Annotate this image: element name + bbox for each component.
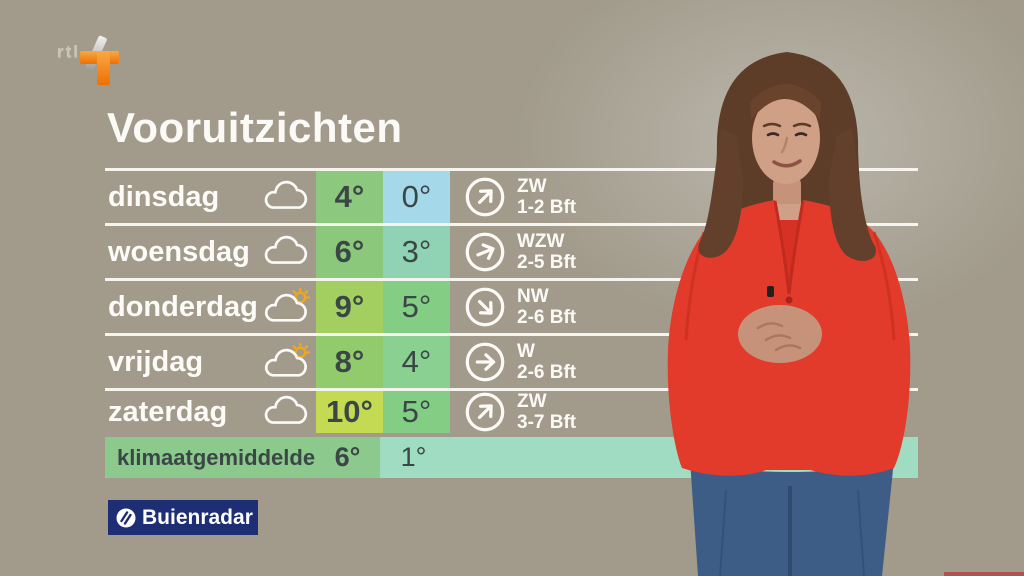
day-label: woensdag [108,235,250,268]
min-temp: 3° [383,226,450,278]
max-temp: 8° [316,336,383,388]
max-temp: 4° [316,171,383,223]
cloud-sun-icon [256,336,316,388]
weather-presenter [667,52,911,576]
wind-direction-icon [465,342,505,382]
wind-cell: W 2-6 Bft [450,336,918,388]
rtl4-logo-stem [97,51,110,85]
min-temp: 5° [383,391,450,433]
wind-text: ZW 1-2 Bft [517,176,576,218]
wind-text: NW 2-6 Bft [517,286,576,328]
wind-cell: WZW 2-5 Bft [450,226,918,278]
wind-force: 2-5 Bft [517,252,577,273]
buienradar-radar-icon [116,508,136,527]
forecast-row-donderdag: donderdag 9° 5° NW 2-6 Bft [105,278,918,333]
buienradar-logo: Buienradar [108,500,258,535]
cloud-icon [256,171,316,223]
min-temp: 5° [383,281,450,333]
min-temp: 4° [383,336,450,388]
forecast-row-vrijdag: vrijdag 8° 4° W 2-6 Bft [105,333,918,388]
wind-text: W 2-6 Bft [517,341,576,383]
cloud-icon [256,226,316,278]
forecast-row-woensdag: woensdag 6° 3° WZW 2-5 Bft [105,223,918,278]
wind-direction: WZW [517,231,565,252]
wind-direction: W [517,341,535,362]
forecast-row-dinsdag: dinsdag 4° 0° ZW 1-2 Bft [105,168,918,223]
climate-average-green-section: klimaatgemiddelde 6° [105,437,380,478]
max-temp: 6° [316,226,383,278]
cloud-icon [256,391,316,433]
wind-direction: ZW [517,391,547,412]
page-title: Vooruitzichten [107,104,403,151]
forecast-row-zaterdag: zaterdag 10° 5° ZW 3-7 Bft [105,388,918,433]
cloud-sun-icon [256,281,316,333]
wind-cell: NW 2-6 Bft [450,281,918,333]
rtl4-logo: rtl [55,30,130,90]
wind-direction: NW [517,286,549,307]
max-temp: 9° [316,281,383,333]
climate-min-temp: 1° [400,442,427,472]
min-temp: 0° [383,171,450,223]
wind-force: 3-7 Bft [517,412,577,433]
wind-cell: ZW 1-2 Bft [450,171,918,223]
wind-force: 2-6 Bft [517,362,577,383]
wind-direction-icon [465,232,505,272]
buienradar-logo-text: Buienradar [142,505,253,529]
wind-text: ZW 3-7 Bft [517,391,576,433]
lower-third-red-sliver [944,572,1024,576]
wind-cell: ZW 3-7 Bft [450,391,918,433]
max-temp: 10° [316,391,383,433]
day-label: zaterdag [108,395,228,428]
wind-direction-icon [465,287,505,327]
day-label: dinsdag [108,180,220,213]
forecast-table: dinsdag 4° 0° ZW 1-2 Bft woensdag 6° 3° [105,168,918,433]
rtl-logo-text: rtl [57,42,80,61]
wind-direction-icon [465,392,505,432]
wind-direction-icon [465,177,505,217]
wind-force: 1-2 Bft [517,197,577,218]
wind-text: WZW 2-5 Bft [517,231,576,273]
day-label: donderdag [108,290,258,323]
climate-average-label: klimaatgemiddelde [117,444,316,470]
day-label: vrijdag [108,345,204,378]
climate-max-temp: 6° [334,442,361,472]
wind-direction: ZW [517,176,547,197]
wind-force: 2-6 Bft [517,307,577,328]
